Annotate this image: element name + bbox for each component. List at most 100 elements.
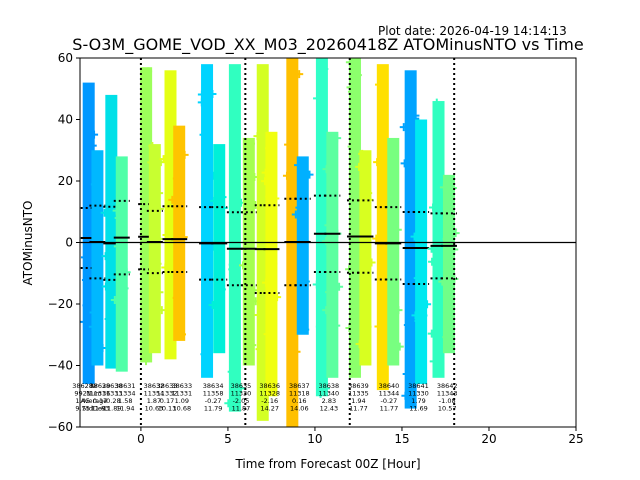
outlier-point bbox=[322, 306, 331, 315]
data-group-23 bbox=[410, 119, 432, 384]
outlier-point bbox=[294, 161, 303, 170]
y-tick-label: −20 bbox=[48, 297, 73, 311]
outlier-point bbox=[347, 142, 356, 151]
outlier-point bbox=[355, 162, 364, 171]
point-column bbox=[415, 119, 428, 384]
data-group-21 bbox=[385, 137, 404, 366]
outlier-point bbox=[414, 317, 423, 326]
outlier-point bbox=[88, 141, 97, 150]
outlier-point bbox=[295, 203, 304, 212]
outlier-point bbox=[89, 308, 98, 317]
outlier-point bbox=[361, 192, 370, 201]
outlier-point bbox=[359, 213, 368, 222]
group-stats-label: 38634 11358 -0.27 11.79 bbox=[203, 382, 224, 413]
outlier-point bbox=[197, 90, 206, 99]
x-tick-label: 25 bbox=[568, 432, 583, 446]
outlier-point bbox=[434, 199, 443, 208]
outlier-point bbox=[229, 204, 238, 213]
outlier-point bbox=[173, 252, 182, 261]
outlier-point bbox=[432, 98, 441, 107]
outlier-point bbox=[327, 355, 336, 364]
outlier-point bbox=[253, 132, 262, 141]
data-group-3 bbox=[110, 156, 131, 372]
outlier-point bbox=[172, 174, 181, 183]
outlier-point bbox=[415, 169, 424, 178]
outlier-point bbox=[247, 139, 256, 148]
x-tick-label: 20 bbox=[481, 432, 496, 446]
outlier-point bbox=[428, 257, 437, 266]
outlier-point bbox=[324, 221, 333, 230]
outlier-point bbox=[162, 230, 171, 239]
outlier-point bbox=[217, 286, 226, 295]
group-stats-label: 38635 11330 -2.05 11.87 bbox=[231, 382, 252, 413]
outlier-point bbox=[148, 141, 157, 150]
reference-lines bbox=[80, 58, 576, 427]
outlier-point bbox=[416, 305, 425, 314]
y-tick-label: 40 bbox=[58, 113, 73, 127]
group-stats-label: 38641 11330 1.79 11.69 bbox=[408, 382, 429, 413]
outlier-point bbox=[301, 277, 310, 286]
outlier-point bbox=[410, 232, 419, 241]
outlier-point bbox=[101, 252, 110, 261]
outlier-point bbox=[143, 119, 152, 128]
outlier-point bbox=[402, 370, 411, 379]
outlier-point bbox=[175, 147, 184, 156]
stats-header: Nr Num Average StdDev bbox=[81, 382, 108, 413]
outlier-point bbox=[142, 357, 151, 366]
outlier-point bbox=[112, 206, 121, 215]
outlier-point bbox=[417, 369, 426, 378]
outlier-point bbox=[174, 224, 183, 233]
outlier-point bbox=[264, 144, 273, 153]
outlier-point bbox=[80, 317, 89, 326]
group-stats-label: 38630 11333 -0.28 11.89 bbox=[102, 382, 123, 413]
point-column bbox=[432, 101, 445, 378]
outlier-point bbox=[82, 301, 91, 310]
outlier-point bbox=[244, 312, 253, 321]
x-axis-label: Time from Forecast 00Z [Hour] bbox=[234, 457, 420, 471]
outlier-point bbox=[90, 130, 99, 139]
outlier-point bbox=[239, 261, 248, 270]
data-layer bbox=[80, 58, 460, 427]
y-tick-label: 20 bbox=[58, 174, 73, 188]
outlier-point bbox=[423, 300, 432, 309]
outlier-point bbox=[406, 165, 415, 174]
chart-title: S-O3M_GOME_VOD_XX_M03_20260418Z ATOMinus… bbox=[72, 35, 583, 55]
outlier-point bbox=[159, 155, 168, 164]
point-column bbox=[148, 144, 161, 354]
x-tick-label: 5 bbox=[224, 432, 232, 446]
data-group-25 bbox=[438, 174, 460, 354]
point-column bbox=[228, 64, 241, 412]
data-group-5 bbox=[146, 141, 166, 354]
outlier-point bbox=[144, 67, 153, 76]
outlier-point bbox=[284, 140, 293, 149]
outlier-point bbox=[90, 180, 99, 189]
outlier-point bbox=[178, 330, 187, 339]
outlier-point bbox=[299, 295, 308, 304]
outlier-point bbox=[199, 130, 208, 139]
y-tick-label: 60 bbox=[58, 51, 73, 65]
data-group-1 bbox=[88, 150, 107, 366]
x-tick-label: 0 bbox=[137, 432, 145, 446]
outlier-point bbox=[289, 270, 298, 279]
outlier-point bbox=[114, 214, 123, 223]
data-group-19 bbox=[355, 149, 376, 366]
outlier-point bbox=[287, 204, 296, 213]
outlier-point bbox=[149, 225, 158, 234]
y-tick-label: −60 bbox=[48, 420, 73, 434]
outlier-point bbox=[92, 355, 101, 364]
outlier-point bbox=[91, 303, 100, 312]
outlier-point bbox=[267, 254, 276, 263]
group-stats-label: 38642 11343 -1.08 10.57 bbox=[437, 382, 458, 413]
outlier-point bbox=[255, 345, 264, 354]
outlier-point bbox=[442, 333, 451, 342]
outlier-point bbox=[291, 210, 300, 219]
group-stats-label: 38629 11336 0.17 11.83 bbox=[90, 382, 111, 413]
outlier-point bbox=[287, 352, 296, 361]
y-tick-label: −40 bbox=[48, 359, 73, 373]
outlier-point bbox=[165, 261, 174, 270]
outlier-point bbox=[269, 259, 278, 268]
outlier-point bbox=[168, 195, 177, 204]
outlier-point bbox=[298, 246, 307, 255]
point-column bbox=[348, 58, 361, 378]
outlier-point bbox=[228, 265, 237, 274]
